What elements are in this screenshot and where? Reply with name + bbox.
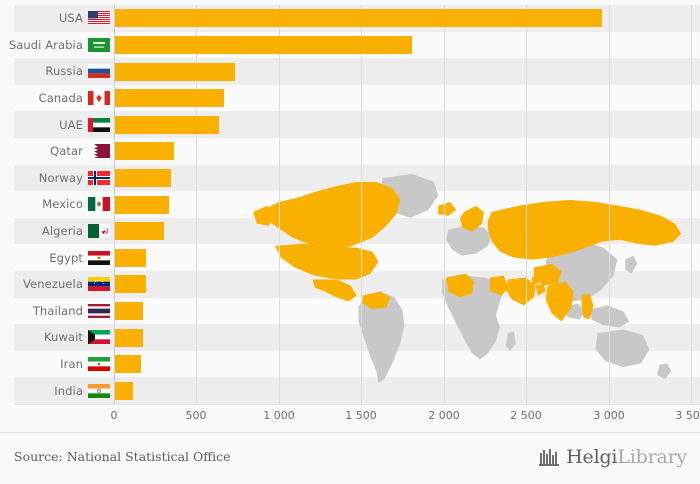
bar[interactable] [115,62,235,81]
bar[interactable] [115,89,225,108]
category-label: Canada [38,91,83,106]
category-label: Mexico [42,197,83,212]
flag-norway-icon [88,170,110,185]
gridline [691,5,692,404]
category-label: Egypt [49,250,83,265]
flag-thailand-icon [88,303,110,318]
flag-iran-icon [88,357,110,372]
category-label: USA [58,11,83,26]
factory-icon [539,449,560,466]
value-axis: 0 500 1 000 1 500 2 000 2 500 3 000 3 500 [0,404,700,430]
category-label: India [54,383,83,398]
bar[interactable] [115,195,169,214]
flag-usa-icon [88,11,110,26]
bar[interactable] [115,355,142,374]
gridline [609,5,610,404]
gridlines [0,5,700,404]
axis-tick-label: 500 [185,409,207,422]
axis-tick-label: 3 500 [675,409,700,422]
category-label-row: Norway [0,165,114,192]
flag-kuwait-icon [88,330,110,345]
bar[interactable] [115,301,144,320]
gridline [196,5,197,404]
bar[interactable] [115,381,134,400]
category-label: UAE [59,117,83,132]
category-label: Russia [45,64,83,79]
flag-algeria-icon [88,224,110,239]
category-label-row: Algeria [0,218,114,245]
category-label-row: Thailand [0,298,114,325]
bar[interactable] [115,35,412,54]
axis-line [14,404,700,405]
category-label-row: USA [0,5,114,32]
category-label-row: Venezuela [0,271,114,298]
bar-series [0,5,700,404]
chart-footer: Source: National Statistical Office Helg… [0,432,700,484]
axis-tick-label: 2 000 [428,409,460,422]
bar[interactable] [115,9,602,28]
axis-tick-label: 2 500 [510,409,542,422]
category-label-row: Canada [0,85,114,112]
source-note: Source: National Statistical Office [14,449,231,464]
category-label-row: UAE [0,111,114,138]
bar[interactable] [115,142,175,161]
flag-qatar-icon [88,144,110,159]
category-label: Kuwait [43,330,83,345]
brand-secondary: Library [617,446,687,468]
category-label: Algeria [41,224,83,239]
category-label: Iran [60,357,83,372]
flag-canada-icon [88,91,110,106]
flag-egypt-icon [88,250,110,265]
axis-tick-label: 3 000 [593,409,625,422]
gridline [444,5,445,404]
bar[interactable] [115,248,146,267]
bar[interactable] [115,328,144,347]
flag-mexico-icon [88,197,110,212]
bar[interactable] [115,275,146,294]
brand-wordmark: HelgiLibrary [566,446,687,468]
brand-primary: Helgi [566,446,618,468]
category-label-row: Iran [0,351,114,378]
category-axis-labels: USA Saudi Arabia Russia Canada UAE Qatar Norwa… [0,5,114,404]
zero-axis-line [114,5,115,404]
category-label: Saudi Arabia [8,37,83,52]
flag-venezuela-icon [88,277,110,292]
gridline [361,5,362,404]
category-label: Norway [38,170,83,185]
flag-india-icon [88,383,110,398]
flag-russia-icon [88,64,110,79]
category-label-row: Russia [0,58,114,85]
category-label-row: Mexico [0,191,114,218]
brand-logo[interactable]: HelgiLibrary [539,446,687,468]
category-label: Venezuela [23,277,83,292]
category-label-row: India [0,377,114,404]
bar[interactable] [115,115,220,134]
flag-saudi-arabia-icon [88,37,110,52]
category-label-row: Qatar [0,138,114,165]
axis-tick-label: 1 500 [345,409,377,422]
category-label-row: Egypt [0,244,114,271]
axis-tick-label: 0 [110,409,118,422]
axis-tick-label: 1 000 [263,409,295,422]
gridline [526,5,527,404]
category-label: Thailand [32,303,83,318]
gridline [279,5,280,404]
category-label-row: Kuwait [0,324,114,351]
category-label: Qatar [50,144,83,159]
flag-uae-icon [88,117,110,132]
bar[interactable] [115,168,172,187]
bar[interactable] [115,222,165,241]
category-label-row: Saudi Arabia [0,32,114,59]
